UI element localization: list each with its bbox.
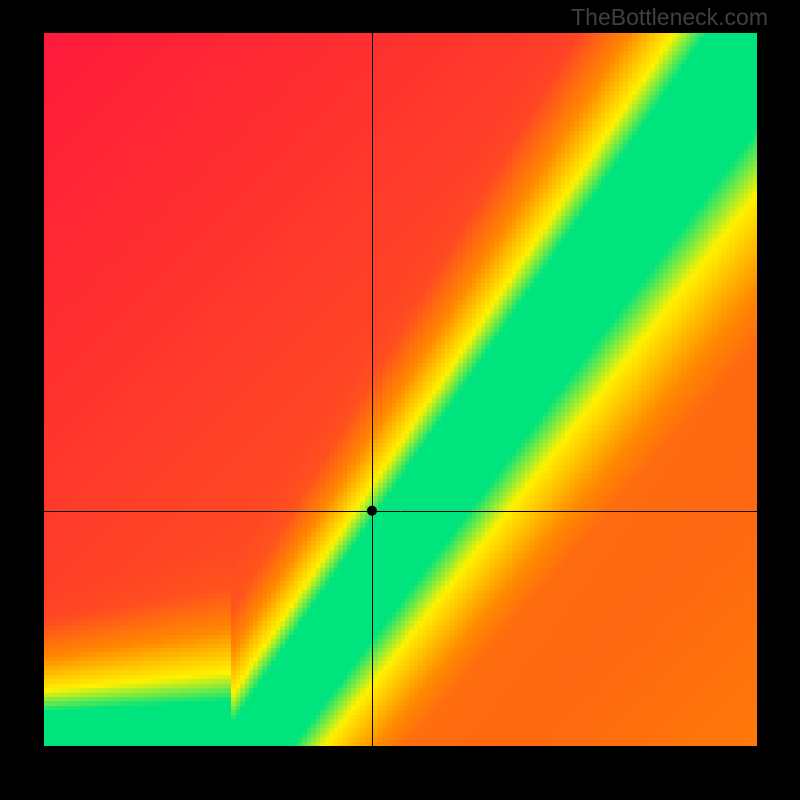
watermark-text: TheBottleneck.com (571, 4, 768, 31)
chart-container: TheBottleneck.com (0, 0, 800, 800)
heatmap-canvas (0, 0, 800, 800)
